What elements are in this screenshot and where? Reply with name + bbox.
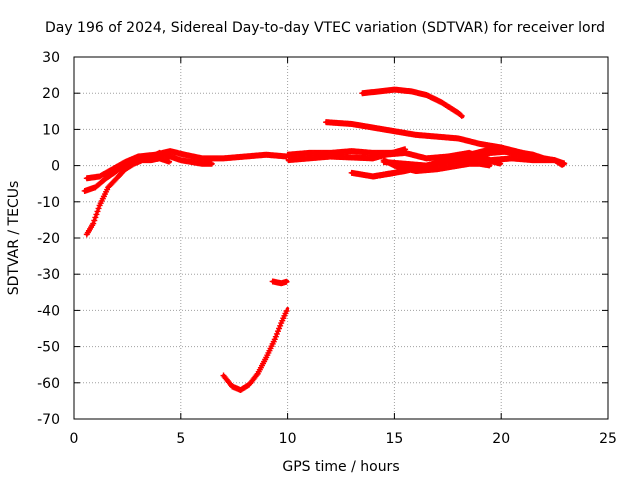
data-point bbox=[285, 157, 292, 164]
data-point bbox=[561, 160, 568, 167]
series-arc-5 bbox=[220, 306, 290, 394]
series-arc-3 bbox=[83, 155, 173, 238]
y-tick-label: -70 bbox=[37, 412, 60, 428]
series-arc-6 bbox=[269, 278, 290, 287]
y-tick-label: -30 bbox=[37, 267, 60, 283]
x-tick-label: 5 bbox=[176, 431, 185, 447]
y-tick-label: -10 bbox=[37, 195, 60, 211]
data-point bbox=[497, 160, 504, 167]
data-point bbox=[271, 336, 278, 343]
x-axis-tick-labels: 0 5 10 15 20 25 bbox=[70, 431, 617, 447]
y-tick-label: 30 bbox=[42, 50, 60, 66]
series-arc-7 bbox=[359, 86, 465, 119]
y-tick-label: 0 bbox=[51, 159, 60, 175]
data-point bbox=[90, 220, 97, 227]
grid-lines bbox=[74, 57, 608, 419]
y-tick-label: -40 bbox=[37, 303, 60, 319]
y-axis-tick-labels: -70 -60 -50 -40 -30 -20 -10 0 10 20 30 bbox=[37, 50, 60, 428]
data-point bbox=[273, 330, 280, 337]
y-tick-label: -50 bbox=[37, 340, 60, 356]
data-point bbox=[274, 328, 281, 335]
x-tick-label: 10 bbox=[279, 431, 297, 447]
x-tick-label: 25 bbox=[599, 431, 617, 447]
y-axis-label: SDTVAR / TECUs bbox=[6, 181, 22, 296]
y-tick-label: 20 bbox=[42, 86, 60, 102]
y-tick-label: 10 bbox=[42, 122, 60, 138]
data-point bbox=[208, 160, 215, 167]
x-tick-label: 0 bbox=[70, 431, 79, 447]
data-point bbox=[457, 111, 464, 118]
data-series bbox=[81, 86, 568, 394]
x-tick-label: 20 bbox=[492, 431, 510, 447]
data-point bbox=[277, 322, 284, 329]
axis-ticks bbox=[73, 56, 609, 420]
y-tick-label: -20 bbox=[37, 231, 60, 247]
data-point bbox=[91, 217, 98, 224]
series-arc-13 bbox=[348, 155, 504, 180]
data-point bbox=[283, 278, 290, 285]
data-point bbox=[539, 154, 546, 161]
data-point bbox=[94, 208, 101, 215]
x-axis-label: GPS time / hours bbox=[282, 459, 399, 475]
data-point bbox=[92, 214, 99, 221]
chart-title: Day 196 of 2024, Sidereal Day-to-day VTE… bbox=[45, 20, 605, 36]
data-point bbox=[93, 211, 100, 218]
y-tick-label: -60 bbox=[37, 376, 60, 392]
data-point bbox=[95, 205, 102, 212]
data-point bbox=[272, 333, 279, 340]
data-point bbox=[283, 308, 290, 315]
data-point bbox=[276, 325, 283, 332]
data-point bbox=[166, 158, 173, 165]
x-tick-label: 15 bbox=[385, 431, 403, 447]
data-point bbox=[458, 112, 465, 119]
